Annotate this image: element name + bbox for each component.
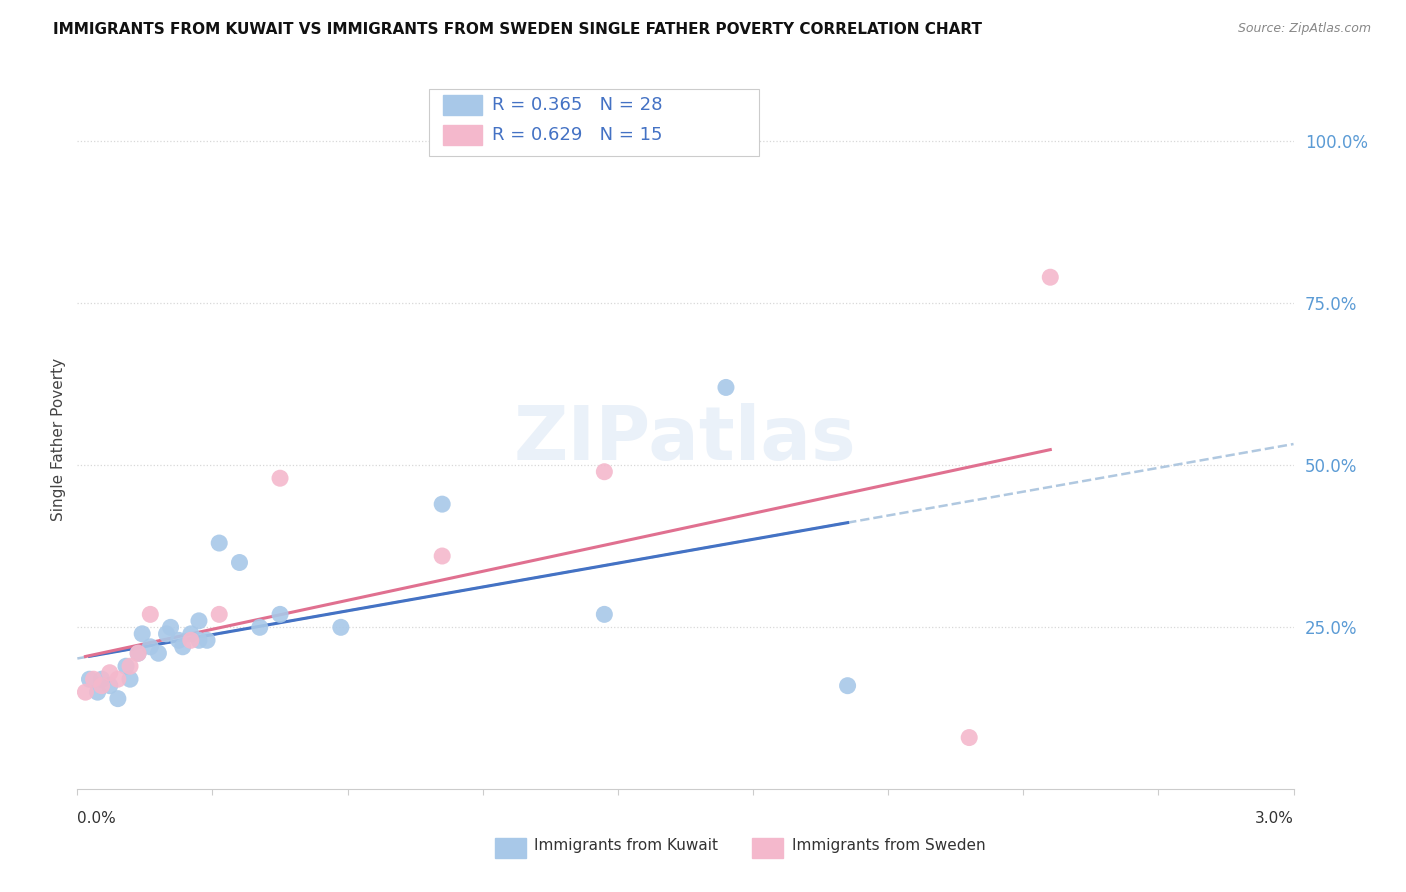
Text: R = 0.629   N = 15: R = 0.629 N = 15 [492, 126, 662, 144]
Point [172, 640, 194, 654]
Point [86, 685, 108, 699]
Point [249, 620, 271, 634]
Point [75, 685, 97, 699]
Point [430, 497, 453, 511]
Point [131, 627, 153, 641]
Point [127, 646, 149, 660]
Point [593, 465, 616, 479]
Point [83, 672, 105, 686]
Point [269, 471, 291, 485]
Point [195, 633, 218, 648]
Point [115, 659, 138, 673]
Point [228, 556, 250, 570]
Point [107, 691, 129, 706]
Point [188, 614, 211, 628]
Y-axis label: Single Father Poverty: Single Father Poverty [51, 358, 66, 521]
Point [98, 679, 121, 693]
Text: ZIPatlas: ZIPatlas [515, 403, 856, 475]
Point [714, 380, 737, 394]
Text: R = 0.365   N = 28: R = 0.365 N = 28 [492, 96, 662, 114]
Point [139, 640, 162, 654]
Point [98, 665, 121, 680]
Point [79, 672, 101, 686]
Text: 3.0%: 3.0% [1254, 812, 1294, 826]
Point [90, 679, 112, 693]
Point [1039, 270, 1062, 285]
Text: IMMIGRANTS FROM KUWAIT VS IMMIGRANTS FROM SWEDEN SINGLE FATHER POVERTY CORRELATI: IMMIGRANTS FROM KUWAIT VS IMMIGRANTS FRO… [53, 22, 983, 37]
Point [118, 672, 141, 686]
Point [957, 731, 980, 745]
Point [180, 627, 202, 641]
Text: Immigrants from Sweden: Immigrants from Sweden [792, 838, 986, 853]
Point [118, 659, 141, 673]
Point [107, 672, 129, 686]
Point [329, 620, 352, 634]
Point [127, 646, 149, 660]
Text: Source: ZipAtlas.com: Source: ZipAtlas.com [1237, 22, 1371, 36]
Point [837, 679, 859, 693]
Point [139, 607, 162, 622]
Text: 0.0%: 0.0% [77, 812, 117, 826]
Point [90, 672, 112, 686]
Point [148, 646, 170, 660]
Point [159, 620, 181, 634]
Point [155, 627, 177, 641]
Point [208, 536, 231, 550]
Point [430, 549, 453, 563]
Point [208, 607, 231, 622]
Point [180, 633, 202, 648]
Point [188, 633, 211, 648]
Point [593, 607, 616, 622]
Text: Immigrants from Kuwait: Immigrants from Kuwait [534, 838, 718, 853]
Point [269, 607, 291, 622]
Point [167, 633, 190, 648]
